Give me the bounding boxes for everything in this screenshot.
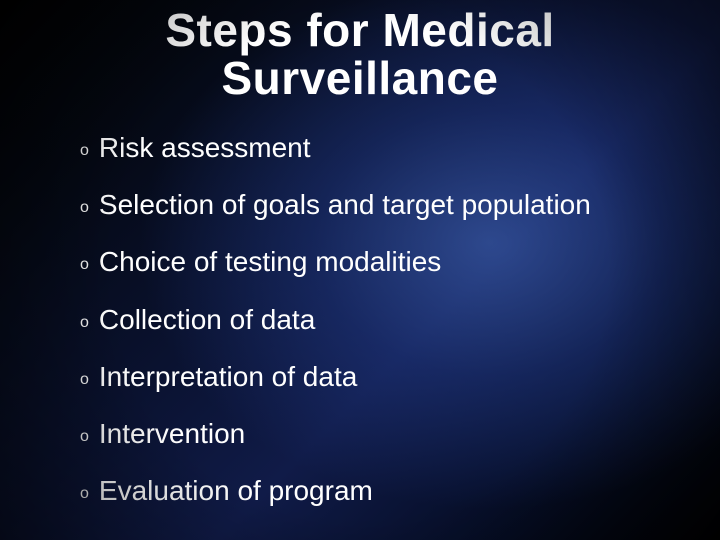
list-item-text: Intervention [99, 418, 690, 450]
bullet-icon: o [80, 314, 89, 332]
title-line-1: Steps for Medical [165, 4, 554, 56]
bullet-icon: o [80, 371, 89, 389]
list-item-text: Interpretation of data [99, 361, 690, 393]
bullet-icon: o [80, 142, 89, 160]
bullet-icon: o [80, 485, 89, 503]
list-item: o Selection of goals and target populati… [80, 189, 690, 221]
list-item-text: Risk assessment [99, 132, 690, 164]
bullet-icon: o [80, 428, 89, 446]
list-item: o Choice of testing modalities [80, 246, 690, 278]
bullet-list: o Risk assessment o Selection of goals a… [80, 132, 690, 532]
list-item: o Intervention [80, 418, 690, 450]
list-item-text: Collection of data [99, 304, 690, 336]
list-item: o Risk assessment [80, 132, 690, 164]
list-item: o Evaluation of program [80, 475, 690, 507]
slide: Steps for Medical Surveillance o Risk as… [0, 0, 720, 540]
list-item: o Interpretation of data [80, 361, 690, 393]
slide-title: Steps for Medical Surveillance [0, 6, 720, 103]
title-line-2: Surveillance [221, 52, 498, 104]
bullet-icon: o [80, 199, 89, 217]
list-item-text: Evaluation of program [99, 475, 690, 507]
list-item: o Collection of data [80, 304, 690, 336]
list-item-text: Selection of goals and target population [99, 189, 690, 221]
list-item-text: Choice of testing modalities [99, 246, 690, 278]
bullet-icon: o [80, 256, 89, 274]
